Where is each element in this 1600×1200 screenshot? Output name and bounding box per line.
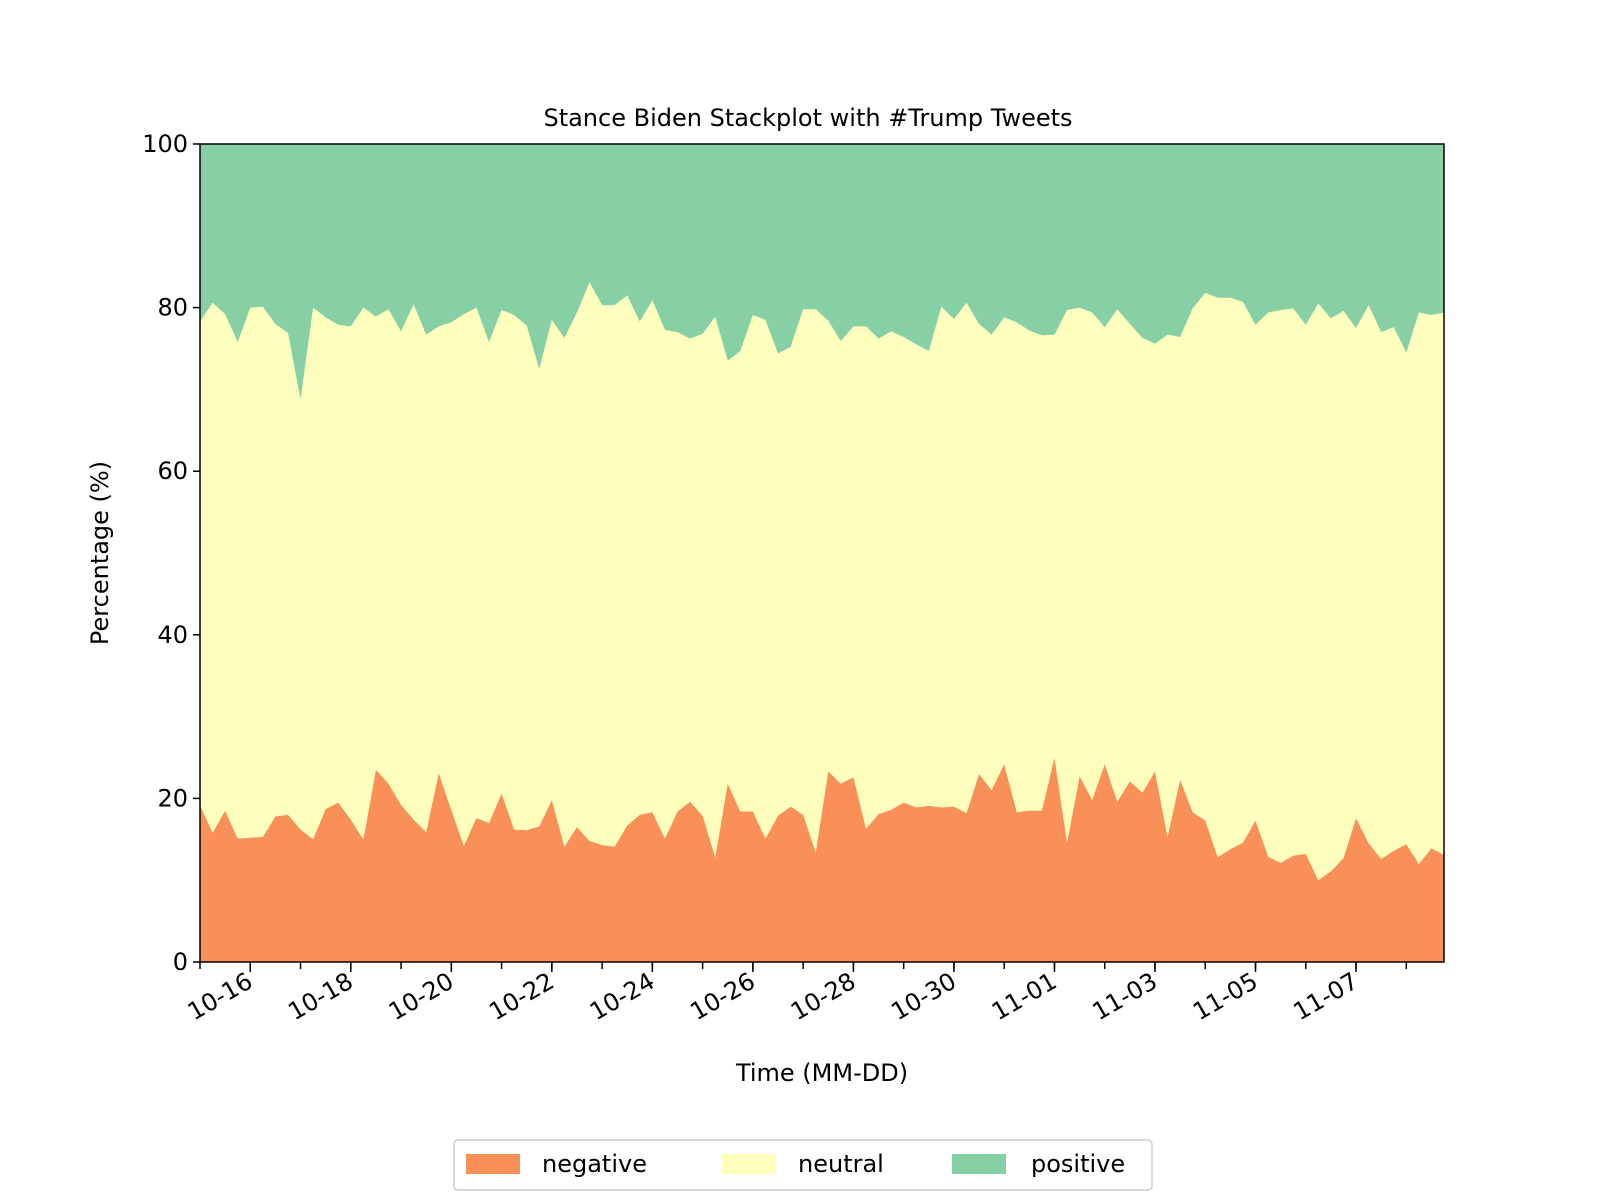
y-tick-label: 20 (157, 784, 188, 812)
chart-title: Stance Biden Stackplot with #Trump Tweet… (543, 104, 1072, 132)
legend-label-negative: negative (542, 1150, 647, 1178)
y-axis-label: Percentage (%) (86, 461, 114, 645)
legend-label-neutral: neutral (798, 1150, 884, 1178)
plot-frame (199, 143, 1445, 963)
y-tick-label: 80 (157, 294, 188, 322)
legend-label-positive: positive (1031, 1150, 1125, 1178)
y-tick-label: 60 (157, 457, 188, 485)
legend-swatch-positive (952, 1154, 1006, 1174)
stacked-areas (200, 144, 1444, 962)
area-neutral (200, 282, 1444, 881)
y-axis: 0 20 40 60 80 100 (142, 130, 200, 976)
area-negative (200, 757, 1444, 962)
y-tick-label: 40 (157, 621, 188, 649)
legend-swatch-neutral (722, 1154, 776, 1174)
x-axis-label: Time (MM-DD) (735, 1059, 908, 1087)
y-tick-label: 0 (173, 948, 188, 976)
area-positive (200, 144, 1444, 400)
legend-frame (453, 1139, 1153, 1191)
y-tick-label: 100 (142, 130, 188, 158)
legend-swatch-negative (466, 1154, 520, 1174)
legend: negative neutral positive (453, 1139, 1153, 1191)
